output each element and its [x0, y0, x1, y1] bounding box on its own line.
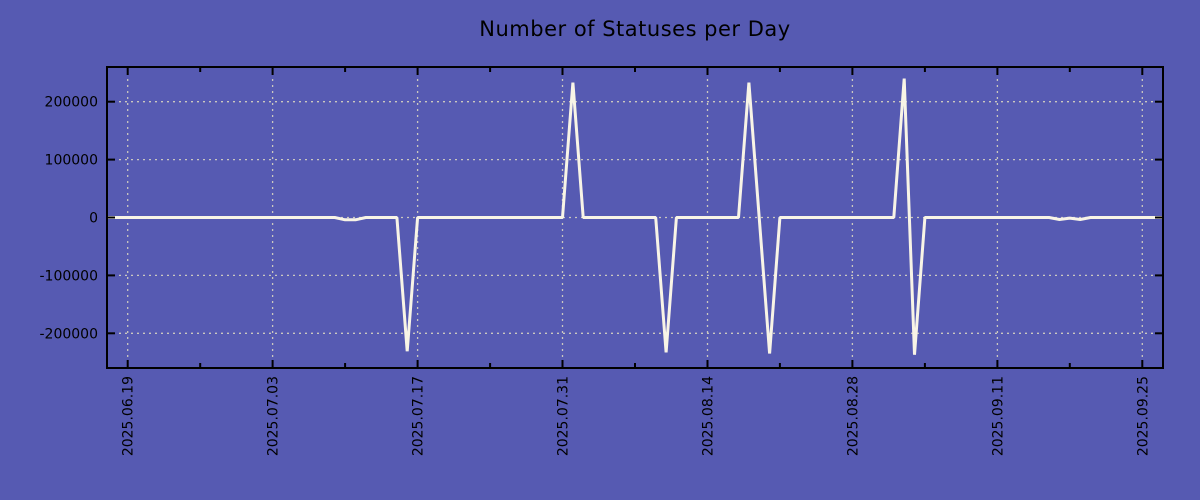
x-tick-label: 2025.06.19 — [121, 376, 137, 456]
x-tick-label: 2025.07.17 — [411, 376, 427, 456]
x-tick-label: 2025.07.31 — [556, 376, 572, 456]
y-tick-label: 100000 — [45, 153, 98, 169]
y-tick-label: -200000 — [40, 326, 99, 342]
x-tick-label: 2025.09.25 — [1135, 376, 1151, 456]
y-tick-label: -100000 — [40, 268, 99, 284]
y-tick-label: 200000 — [45, 95, 98, 111]
plot-border — [106, 66, 1164, 369]
data-line — [107, 78, 1163, 355]
chart-title: Number of Statuses per Day — [479, 17, 791, 41]
x-tick-label: 2025.08.28 — [845, 376, 861, 456]
x-tick-label: 2025.08.14 — [701, 376, 717, 456]
x-tick-label: 2025.07.03 — [266, 376, 282, 456]
x-tick-label: 2025.09.11 — [990, 376, 1006, 456]
y-tick-label: 0 — [89, 211, 98, 227]
